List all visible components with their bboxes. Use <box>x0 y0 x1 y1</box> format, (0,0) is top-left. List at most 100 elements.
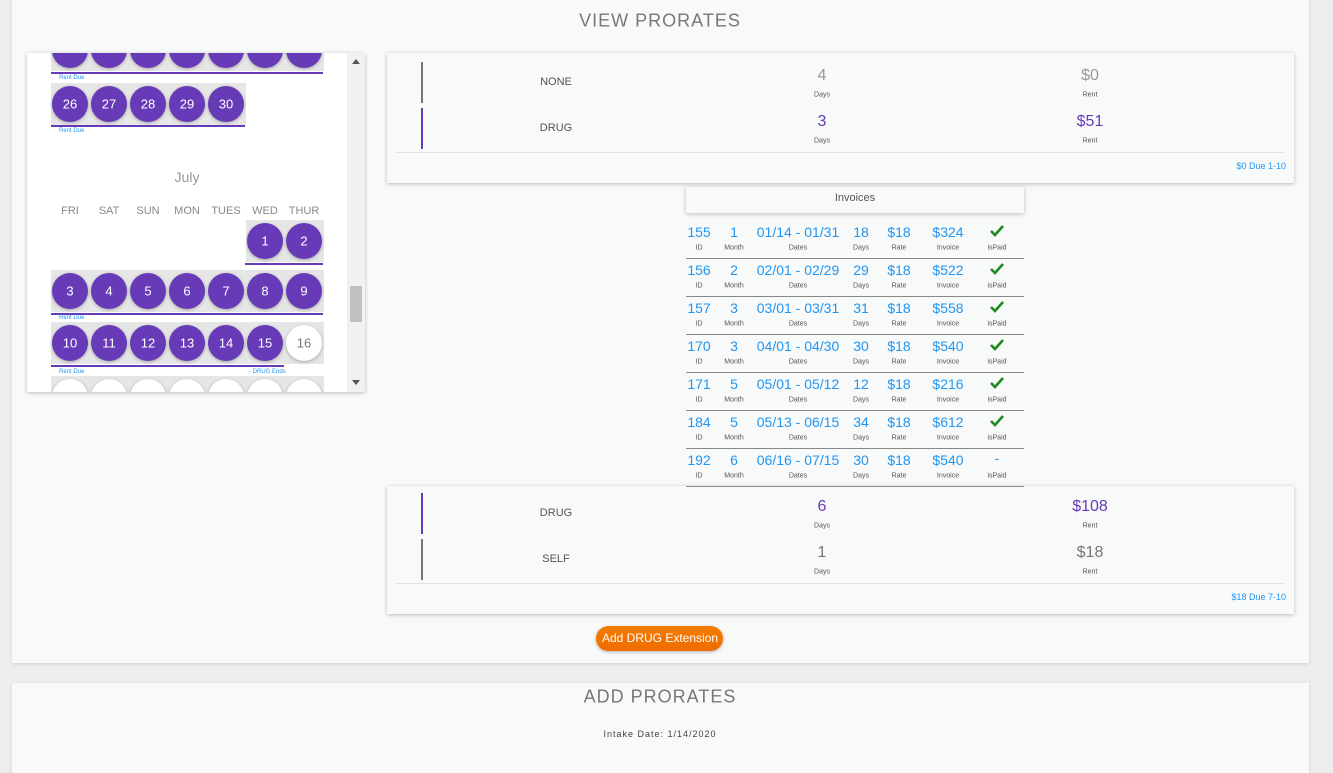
invoice-invoice: $216 <box>932 376 964 392</box>
invoice-rate: $18 <box>887 452 911 468</box>
divider <box>395 583 1285 584</box>
check-path <box>990 225 1004 237</box>
rent-line <box>51 125 245 127</box>
column-label: Rate <box>891 358 907 366</box>
check-path <box>990 415 1004 427</box>
column-label: Month <box>724 396 744 404</box>
add-extension-button[interactable] <box>596 626 723 651</box>
column-label: ID <box>695 244 703 252</box>
section-title: VIEW PRORATES <box>579 10 741 31</box>
rent-line <box>51 313 323 315</box>
paid-check <box>990 301 1004 313</box>
day-circle <box>247 273 283 309</box>
rent-line <box>51 365 284 367</box>
column-label: Month <box>724 282 744 290</box>
day-circle <box>208 53 244 68</box>
scroll-down[interactable] <box>352 380 360 385</box>
column-label: Dates <box>788 244 808 252</box>
invoice-rate: $18 <box>887 338 911 354</box>
column-label: isPaid <box>987 434 1007 442</box>
column-label: Invoice <box>936 472 960 480</box>
day-number: 14 <box>218 335 234 351</box>
invoice-days: 30 <box>853 452 869 468</box>
invoice-month: 6 <box>730 452 738 468</box>
invoice-days: 30 <box>853 338 869 354</box>
column-label: Rate <box>891 472 907 480</box>
paid-check <box>990 263 1004 275</box>
prorate-rent: $108 <box>1072 498 1108 515</box>
invoice-rate: $18 <box>887 224 911 240</box>
day-number: 6 <box>183 283 191 299</box>
scroll-thumb[interactable] <box>350 286 362 322</box>
day-circle <box>286 273 322 309</box>
day-number: 26 <box>62 96 78 112</box>
invoice-dates: 06/16 - 07/15 <box>756 452 840 468</box>
invoice-id: 156 <box>687 262 711 278</box>
column-label: Month <box>724 320 744 328</box>
column-label: isPaid <box>987 244 1007 252</box>
prorate-rent: $18 <box>1076 543 1104 561</box>
check-path <box>990 339 1004 351</box>
scroll-up[interactable] <box>352 59 360 64</box>
day-circle <box>52 86 88 122</box>
rent-line <box>51 72 323 74</box>
invoice-id: 170 <box>687 338 711 354</box>
note: Rent Due <box>59 369 85 375</box>
day-circle <box>208 379 244 392</box>
row-bar <box>421 62 423 103</box>
note: Rent Due <box>59 315 85 321</box>
column-label: isPaid <box>987 358 1007 366</box>
day-number: 28 <box>140 96 156 112</box>
days-label: Days <box>814 568 830 575</box>
column-label: Month <box>724 244 744 252</box>
invoice-dates: 03/01 - 03/31 <box>756 300 840 316</box>
column-label: ID <box>695 282 703 290</box>
note: - DRUG Ends <box>249 369 286 375</box>
column-label: Invoice <box>936 244 960 252</box>
day-number: 27 <box>101 96 117 112</box>
weekday: TUES <box>211 205 241 217</box>
column-label: Days <box>853 282 869 290</box>
day-circle <box>247 379 283 392</box>
column-label: Month <box>724 358 744 366</box>
day-circle <box>208 273 244 309</box>
day-circle <box>130 379 166 392</box>
invoice-id: 192 <box>687 452 711 468</box>
column-label: isPaid <box>987 320 1007 328</box>
prorate-type: NONE <box>540 76 572 88</box>
row-bar <box>421 493 423 534</box>
prorate-days: 3 <box>817 112 827 130</box>
day-number: 3 <box>66 283 74 299</box>
top-summary-card <box>387 53 1294 183</box>
days-label: Days <box>814 522 830 530</box>
column-label: Invoice <box>936 358 960 366</box>
column-label: Days <box>853 320 869 328</box>
row-bar <box>421 538 423 580</box>
day-circle <box>52 379 88 392</box>
day-number: 10 <box>62 335 78 351</box>
column-label: Dates <box>788 434 808 442</box>
invoice-days: 31 <box>853 300 869 316</box>
day-circle <box>130 86 166 122</box>
row-bar <box>421 107 423 149</box>
days-label: Days <box>814 137 830 144</box>
day-circle <box>169 53 205 68</box>
day-circle <box>91 86 127 122</box>
column-label: ID <box>695 320 703 328</box>
weekday: WED <box>252 205 278 217</box>
invoice-month: 3 <box>730 338 738 354</box>
invoice-id: 171 <box>687 376 711 392</box>
column-label: Month <box>724 472 744 480</box>
paid-check <box>990 339 1004 351</box>
prorate-type: SELF <box>542 552 570 565</box>
column-label: isPaid <box>987 472 1007 480</box>
rent-label: Rent <box>1082 137 1098 144</box>
column-label: Days <box>853 472 869 480</box>
column-label: Days <box>853 358 869 366</box>
invoice-invoice: $612 <box>932 414 964 430</box>
day-circle <box>52 53 88 68</box>
day-circle <box>169 325 205 361</box>
invoice-invoice: $324 <box>932 224 964 240</box>
invoice-id: 184 <box>687 414 711 430</box>
